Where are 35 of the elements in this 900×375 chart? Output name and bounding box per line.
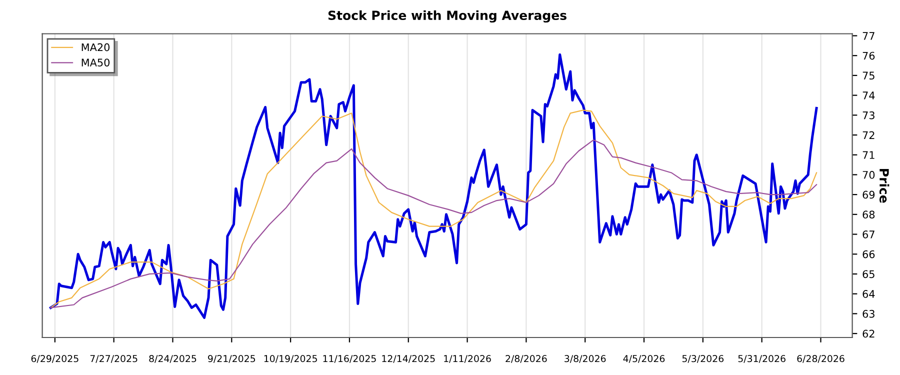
- y-tick-label: 75: [862, 72, 874, 80]
- x-tick-label: 1/11/2026: [444, 355, 491, 363]
- y-tick-label: 66: [862, 250, 875, 258]
- chart-title: Stock Price with Moving Averages: [328, 10, 566, 23]
- y-tick-label: 71: [862, 151, 874, 159]
- y-tick-label: 62: [862, 330, 874, 338]
- x-tick-label: 5/31/2026: [738, 355, 786, 363]
- legend-label: MA20: [82, 43, 110, 52]
- x-tick-label: 11/16/2025: [323, 355, 376, 363]
- y-tick-label: 77: [862, 32, 874, 40]
- x-tick-label: 9/21/2025: [208, 355, 256, 363]
- y-tick-label: 69: [862, 190, 875, 199]
- x-tick-label: 6/28/2026: [797, 355, 844, 363]
- x-tick-label: 10/19/2025: [264, 355, 317, 363]
- line-series: [49, 53, 818, 319]
- x-tick-label: 3/8/2026: [564, 355, 606, 363]
- x-tick-label: 2/8/2026: [506, 355, 547, 363]
- x-tick-label: 12/14/2025: [382, 355, 435, 363]
- y-tick-label: 63: [862, 310, 874, 318]
- y-tick-label: 64: [862, 290, 875, 298]
- y-tick-label: 68: [862, 210, 875, 219]
- x-tick-label: 4/5/2026: [623, 355, 665, 363]
- x-tick-label: 5/3/2026: [682, 355, 724, 363]
- x-tick-label: 8/24/2025: [149, 355, 196, 363]
- y-tick-label: 70: [862, 170, 875, 179]
- y-axis-title: Price: [879, 169, 890, 203]
- y-tick-label: 65: [862, 270, 874, 278]
- y-tick-label: 73: [862, 111, 874, 120]
- legend-label: MA50: [82, 58, 110, 66]
- y-tick-label: 72: [862, 131, 874, 139]
- x-tick-label: 7/27/2025: [90, 355, 138, 363]
- y-tick-label: 74: [862, 92, 875, 100]
- x-tick-label: 6/29/2025: [31, 355, 78, 363]
- y-tick-label: 67: [862, 230, 874, 238]
- y-tick-label: 76: [862, 52, 875, 60]
